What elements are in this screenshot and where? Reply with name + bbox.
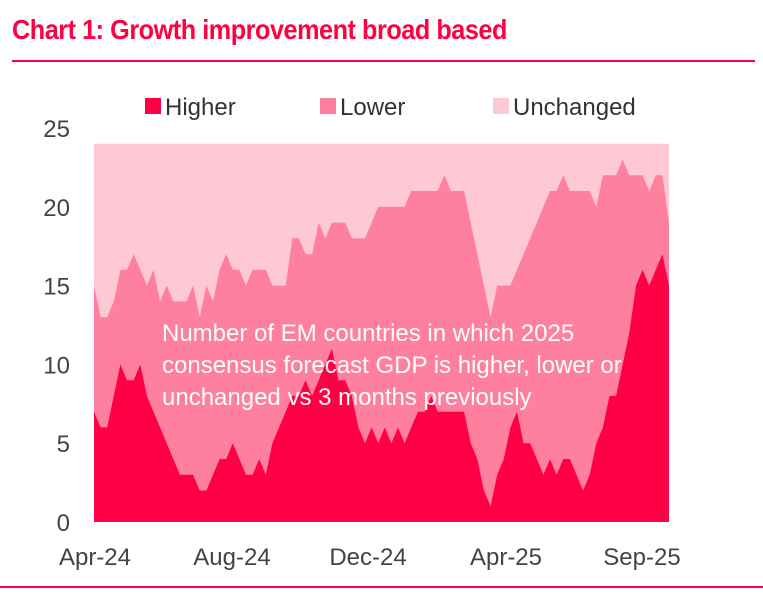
x-axis: Apr-24 Aug-24 Dec-24 Apr-25 Sep-25 bbox=[59, 544, 681, 571]
legend-swatch-higher bbox=[145, 98, 161, 114]
legend-swatch-lower bbox=[320, 98, 336, 114]
annotation-line: unchanged vs 3 months previously bbox=[162, 384, 532, 411]
annotation-line: consensus forecast GDP is higher, lower … bbox=[162, 352, 622, 379]
area-lower bbox=[94, 159, 669, 522]
y-tick-label: 25 bbox=[43, 116, 70, 143]
area-higher bbox=[94, 254, 669, 522]
chart-title: Chart 1: Growth improvement broad based bbox=[12, 14, 507, 45]
legend-label-unchanged: Unchanged bbox=[513, 94, 636, 121]
legend: Higher Lower Unchanged bbox=[145, 94, 636, 121]
x-tick-label: Apr-24 bbox=[59, 544, 131, 571]
y-axis: 0 5 10 15 20 25 bbox=[43, 116, 70, 537]
x-tick-label: Dec-24 bbox=[329, 544, 406, 571]
y-tick-label: 15 bbox=[43, 274, 70, 301]
x-tick-label: Aug-24 bbox=[193, 544, 270, 571]
legend-label-higher: Higher bbox=[165, 94, 236, 121]
x-tick-label: Apr-25 bbox=[470, 544, 542, 571]
legend-label-lower: Lower bbox=[340, 94, 405, 121]
bottom-divider bbox=[0, 586, 763, 588]
plot-areas bbox=[94, 143, 669, 523]
annotation-line: Number of EM countries in which 2025 bbox=[162, 320, 574, 347]
title-divider bbox=[12, 60, 755, 62]
legend-swatch-unchanged bbox=[493, 98, 509, 114]
annotation-text: Number of EM countries in which 2025 cons… bbox=[162, 320, 622, 411]
y-tick-label: 5 bbox=[57, 431, 70, 458]
y-tick-label: 20 bbox=[43, 195, 70, 222]
y-tick-label: 10 bbox=[43, 352, 70, 379]
x-tick-label: Sep-25 bbox=[603, 544, 680, 571]
y-tick-label: 0 bbox=[57, 510, 70, 537]
